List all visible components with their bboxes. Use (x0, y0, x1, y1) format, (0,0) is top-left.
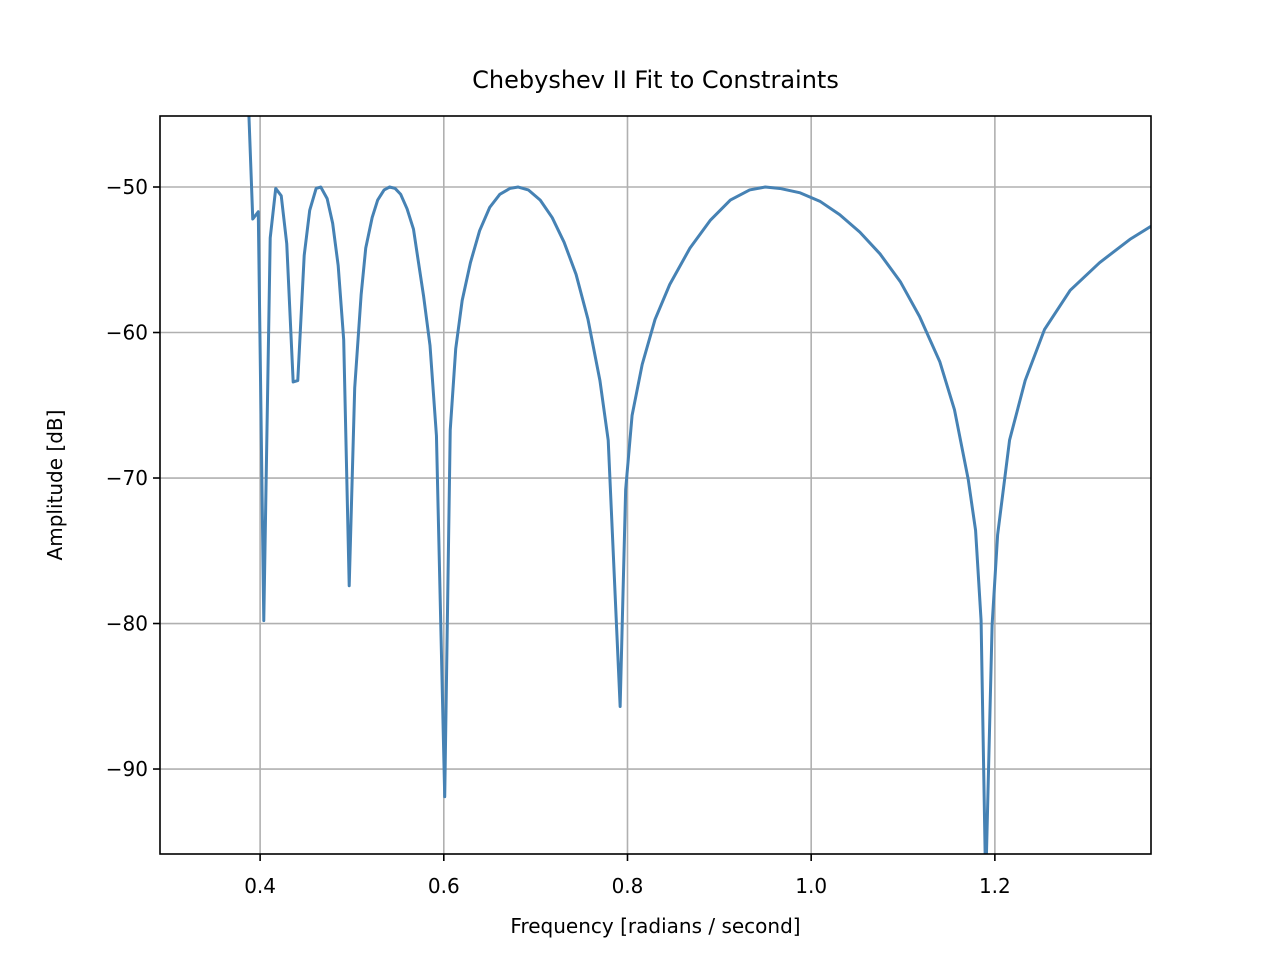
x-tick-label: 1.0 (795, 874, 827, 898)
x-tick-label: 0.4 (244, 874, 276, 898)
plot-frame (159, 115, 1152, 855)
y-tick-label: −70 (106, 466, 148, 490)
y-tick-label: −60 (106, 321, 148, 345)
chart-title: Chebyshev II Fit to Constraints (472, 66, 839, 94)
y-tick-label: −80 (106, 612, 148, 636)
x-tick-label: 0.8 (612, 874, 644, 898)
y-axis-label: Amplitude [dB] (43, 410, 67, 561)
y-tick-label: −50 (106, 175, 148, 199)
x-tick-label: 0.6 (428, 874, 460, 898)
x-tick-label: 1.2 (979, 874, 1011, 898)
data-line (247, 116, 1151, 854)
x-axis-label: Frequency [radians / second] (510, 914, 800, 938)
y-tick-label: −90 (106, 757, 148, 781)
